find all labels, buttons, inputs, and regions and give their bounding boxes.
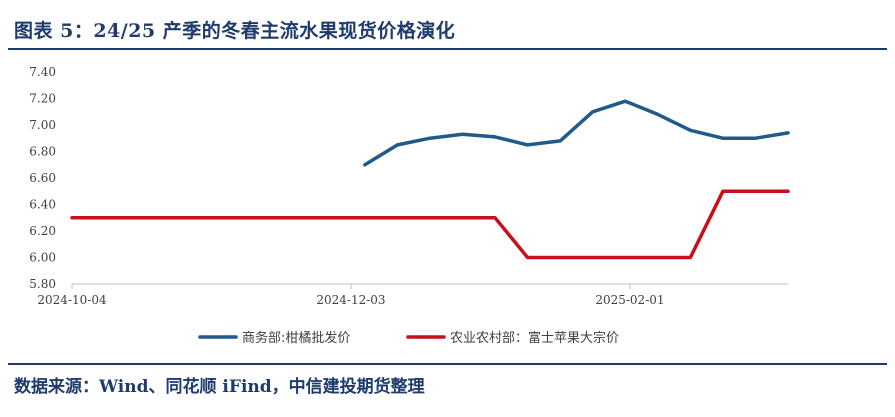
figure-title: 图表 5：24/25 产季的冬春主流水果现货价格演化 xyxy=(14,20,456,42)
series-line-1 xyxy=(363,99,790,167)
y-tick-label: 6.60 xyxy=(29,171,56,185)
y-tick-label: 7.00 xyxy=(29,118,56,132)
series-line-2 xyxy=(70,189,790,260)
legend-label-2: 农业农村部：富士苹果大宗价 xyxy=(450,330,619,346)
figure-source: 数据来源：Wind、同花顺 iFind，中信建投期货整理 xyxy=(14,377,425,397)
title-rule xyxy=(8,48,887,50)
y-tick-label: 7.40 xyxy=(29,65,56,79)
x-axis-ticks: 2024-10-04 2024-12-03 2025-02-01 xyxy=(37,284,665,307)
legend-label-1: 商务部:柑橘批发价 xyxy=(242,330,350,346)
x-tick-label: 2024-12-03 xyxy=(316,293,385,307)
y-axis-ticks: 5.80 6.00 6.20 6.40 6.60 6.80 7.00 7.20 7.40 xyxy=(29,65,56,291)
x-tick-label: 2025-02-01 xyxy=(595,293,664,307)
y-tick-label: 7.20 xyxy=(29,92,56,106)
series-lines xyxy=(70,99,790,260)
y-tick-label: 5.80 xyxy=(29,277,56,291)
x-tick-label: 2024-10-04 xyxy=(37,293,107,307)
y-tick-label: 6.00 xyxy=(29,251,56,265)
source-rule xyxy=(8,363,887,365)
y-tick-label: 6.80 xyxy=(29,145,56,159)
chart-legend: 商务部:柑橘批发价 农业农村部：富士苹果大宗价 xyxy=(198,330,619,346)
y-tick-label: 6.20 xyxy=(29,224,56,238)
y-tick-label: 6.40 xyxy=(29,198,56,212)
